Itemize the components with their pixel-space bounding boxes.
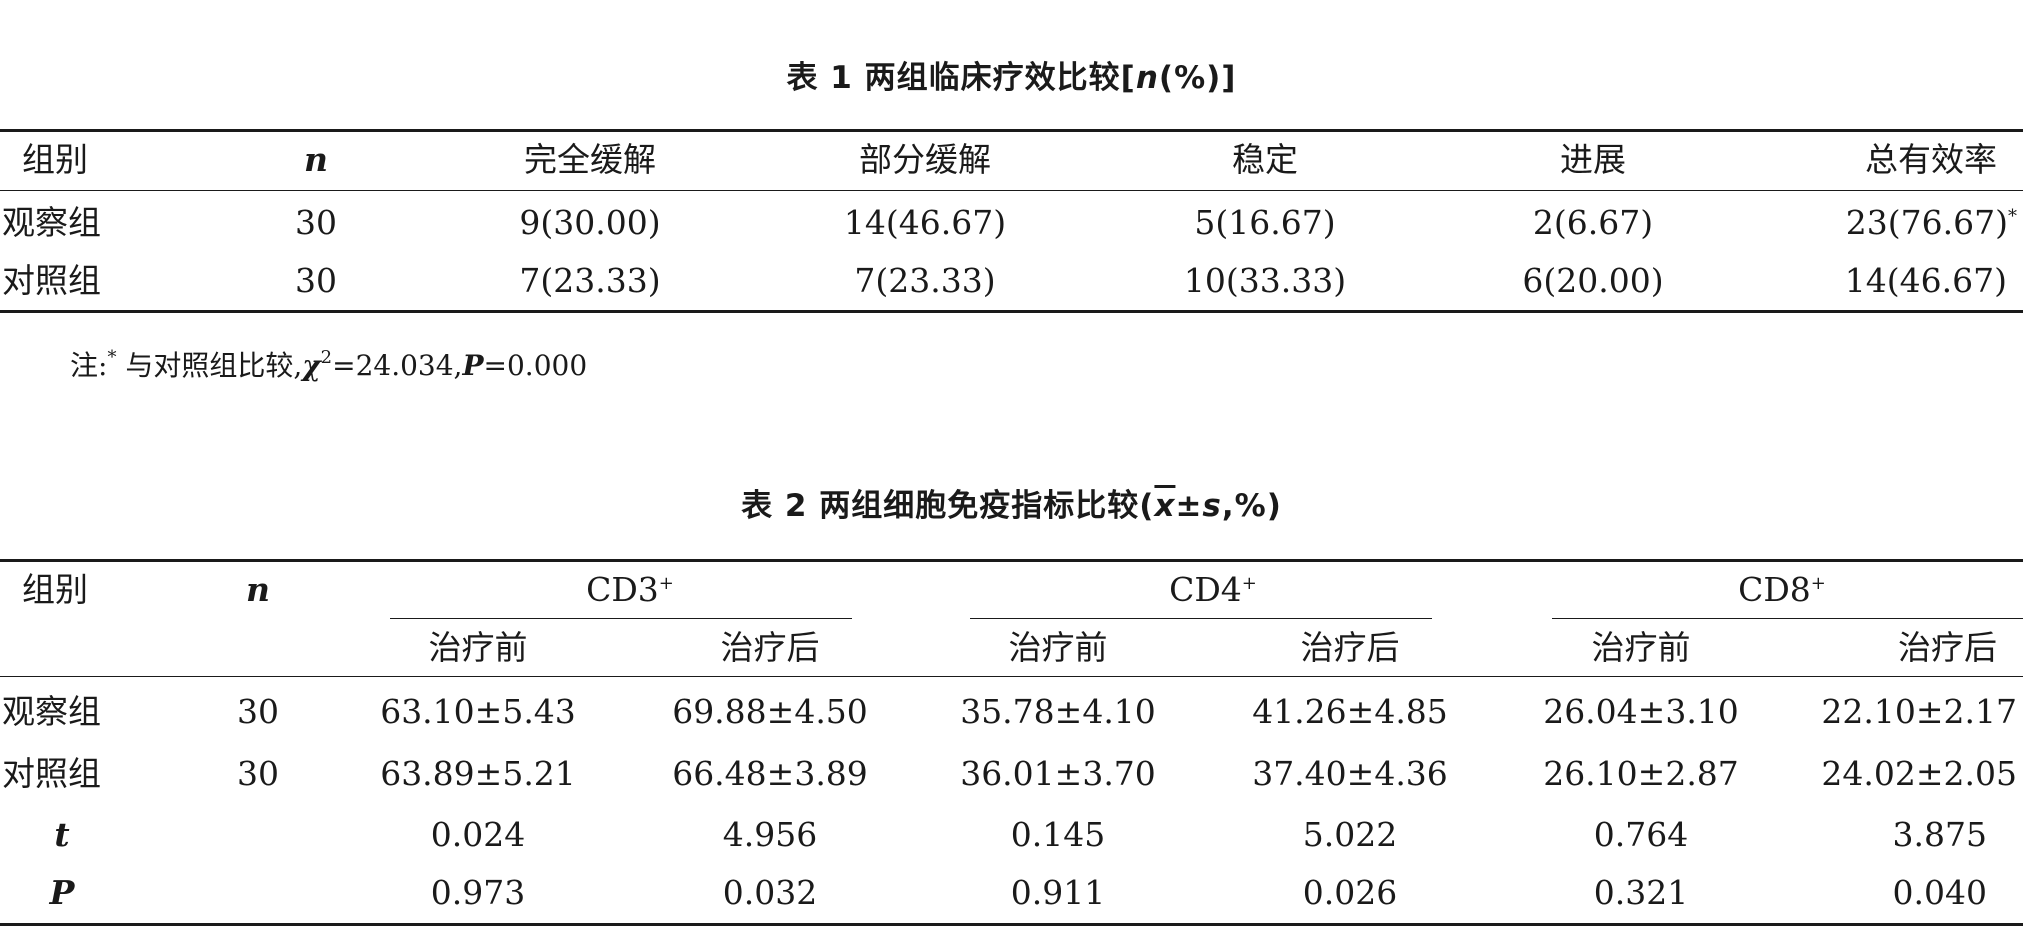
table1-row1-pd: 2(6.67)	[1532, 203, 1654, 242]
table2-t-cd8-before: 0.764	[1593, 815, 1689, 854]
table2-row1-cd4-after: 41.26±4.85	[1252, 692, 1448, 731]
cd4-label: CD4	[1169, 570, 1242, 609]
table2-header-cd4: CD4+	[1169, 570, 1257, 610]
table1-header-group: 组别	[22, 140, 88, 179]
table2-t-cd4-before: 0.145	[1010, 815, 1106, 854]
table1-row1-cr: 9(30.00)	[519, 203, 661, 242]
cd4-sup: +	[1241, 573, 1257, 594]
table1-note: 注:* 与对照组比较,χ2=24.034,P=0.000	[70, 348, 587, 384]
table2-row1-n: 30	[237, 692, 279, 731]
cd3-sup: +	[658, 573, 674, 594]
table2-p-cd8-before: 0.321	[1593, 873, 1689, 912]
table2-row1-cd8-before: 26.04±3.10	[1543, 692, 1739, 731]
table2-header-cd3: CD3+	[586, 570, 674, 610]
cd4-group-rule	[970, 618, 1432, 619]
table2-header-group: 组别	[22, 570, 88, 609]
table2-p-cd3-after: 0.032	[722, 873, 818, 912]
table2-caption-pm: ±	[1175, 488, 1203, 524]
note-star: *	[107, 347, 117, 368]
table2-row2-cd8-after: 24.02±2.05	[1821, 754, 2017, 793]
table1-row1-sd: 5(16.67)	[1194, 203, 1336, 242]
table2-header-n: n	[246, 570, 270, 609]
cd8-sup: +	[1810, 573, 1826, 594]
table2-sub-cd3-after: 治疗后	[720, 628, 820, 667]
table2-sub-cd3-before: 治疗前	[428, 628, 528, 667]
note-prefix: 注:	[70, 349, 108, 382]
table2-row2-cd3-before: 63.89±5.21	[380, 754, 576, 793]
table2-row2-cd8-before: 26.10±2.87	[1543, 754, 1739, 793]
table1-row2-pd: 6(20.00)	[1522, 261, 1664, 300]
note-chi: χ	[302, 349, 321, 382]
significance-star: *	[2008, 206, 2017, 227]
table1-row1-group: 观察组	[2, 203, 101, 242]
note-p-value: =0.000	[483, 349, 588, 382]
table1-row2-pr: 7(23.33)	[854, 261, 996, 300]
table2-t-cd8-after: 3.875	[1892, 815, 1987, 854]
table2-row1-cd8-after: 22.10±2.17	[1821, 692, 2017, 731]
table1-row2-n: 30	[295, 261, 337, 300]
table2-row2-n: 30	[237, 754, 279, 793]
table2-p-cd4-before: 0.911	[1010, 873, 1106, 912]
cd8-group-rule	[1552, 618, 2023, 619]
table2-caption-s: s	[1202, 488, 1222, 524]
table1-row1-orr: 23(76.67)*	[1846, 203, 2017, 243]
note-chi-value: =24.034,	[332, 349, 463, 382]
table2-bottom-rule	[0, 923, 2023, 926]
table1-header-pd: 进展	[1560, 140, 1626, 179]
table2-row2-cd4-before: 36.01±3.70	[960, 754, 1156, 793]
cd8-label: CD8	[1738, 570, 1811, 609]
table1-row2-group: 对照组	[2, 261, 101, 300]
cd3-label: CD3	[586, 570, 659, 609]
table2-p-cd8-after: 0.040	[1892, 873, 1987, 912]
table2-caption-suffix: ,%)	[1221, 488, 1282, 524]
table2-row1-cd3-before: 63.10±5.43	[380, 692, 576, 731]
table2-row1-group: 观察组	[2, 692, 101, 731]
table1-caption-suffix: (%)]	[1158, 60, 1237, 96]
table1-header-sd: 稳定	[1232, 140, 1298, 179]
table2-caption-prefix: 表 2 两组细胞免疫指标比较(	[741, 488, 1155, 524]
table1-row2-orr: 14(46.67)	[1844, 261, 2007, 300]
table2-row2-cd3-after: 66.48±3.89	[672, 754, 868, 793]
table1-caption-prefix: 表 1 两组临床疗效比较[	[786, 60, 1136, 96]
cd3-group-rule	[390, 618, 852, 619]
table1-header-n: n	[304, 140, 328, 179]
table2-row1-cd4-before: 35.78±4.10	[960, 692, 1156, 731]
table1-caption: 表 1 两组临床疗效比较[n(%)]	[0, 52, 2023, 97]
table1-row2-cr: 7(23.33)	[519, 261, 661, 300]
table1-bottom-rule	[0, 310, 2023, 313]
table2-sub-cd4-before: 治疗前	[1008, 628, 1108, 667]
table2-caption: 表 2 两组细胞免疫指标比较(x±s,%)	[0, 480, 2023, 525]
table2-sub-cd8-before: 治疗前	[1591, 628, 1691, 667]
table2-t-label: t	[54, 815, 70, 854]
table1-row2-sd: 10(33.33)	[1183, 261, 1347, 300]
table2-p-cd3-before: 0.973	[430, 873, 526, 912]
table2-caption-x: x	[1154, 488, 1176, 524]
table2-row1-cd3-after: 69.88±4.50	[672, 692, 868, 731]
table2-header-cd8: CD8+	[1738, 570, 1826, 610]
table1-header-orr: 总有效率	[1865, 140, 1997, 179]
table1-row1-n: 30	[295, 203, 337, 242]
table1-top-rule	[0, 129, 2023, 132]
table1-header-pr: 部分缓解	[859, 140, 991, 179]
table2-t-cd3-before: 0.024	[430, 815, 526, 854]
note-p-label: P	[462, 349, 484, 382]
note-mid: 与对照组比较,	[116, 349, 303, 382]
note-chi-sup: 2	[320, 347, 333, 368]
table2-t-cd3-after: 4.956	[722, 815, 818, 854]
table2-top-rule	[0, 559, 2023, 562]
table2-row2-group: 对照组	[2, 754, 101, 793]
table2-header-rule	[0, 676, 2023, 677]
table1-header-rule	[0, 190, 2023, 191]
table1-row1-orr-value: 23(76.67)	[1845, 203, 2008, 242]
table1-caption-n: n	[1135, 60, 1159, 96]
table2-p-cd4-after: 0.026	[1302, 873, 1398, 912]
table1-row1-pr: 14(46.67)	[843, 203, 1007, 242]
table2-sub-cd8-after: 治疗后	[1898, 628, 1997, 667]
table2-t-cd4-after: 5.022	[1302, 815, 1398, 854]
table1-header-cr: 完全缓解	[524, 140, 656, 179]
table2-sub-cd4-after: 治疗后	[1300, 628, 1400, 667]
table2-p-label: P	[49, 873, 75, 912]
table2-row2-cd4-after: 37.40±4.36	[1252, 754, 1448, 793]
